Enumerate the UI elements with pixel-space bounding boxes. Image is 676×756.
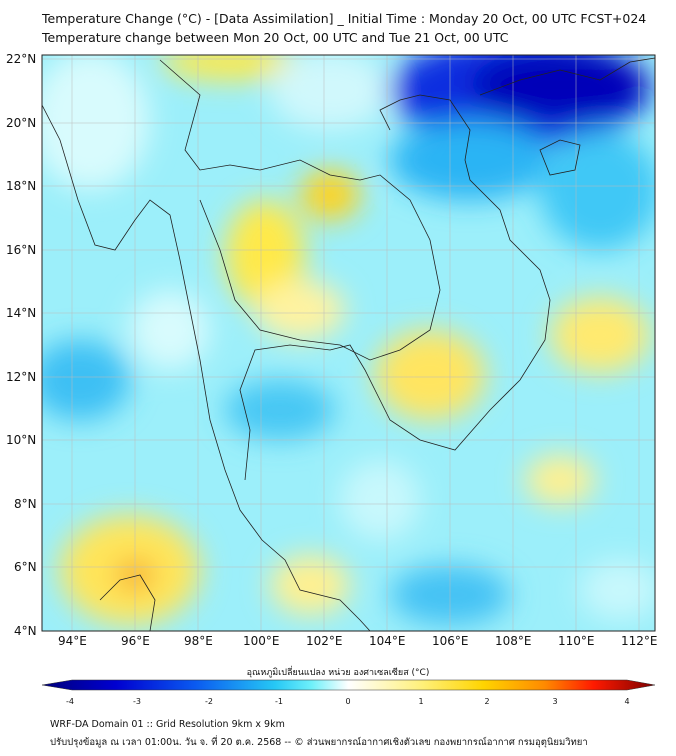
lon-label: 94°E	[58, 634, 87, 648]
colorbar-tick: -2	[205, 697, 213, 706]
temperature-field	[42, 55, 655, 631]
lat-label: 8°N	[14, 497, 37, 511]
colorbar-tick: -4	[66, 697, 74, 706]
gridlines	[42, 55, 655, 631]
lon-label: 100°E	[243, 634, 280, 648]
lat-label: 16°N	[6, 243, 37, 257]
lon-label: 110°E	[558, 634, 595, 648]
lat-label: 22°N	[6, 52, 37, 66]
colorbar-tick: 2	[484, 697, 490, 706]
lat-label: 12°N	[6, 370, 37, 384]
lon-label: 98°E	[184, 634, 213, 648]
map-frame	[41, 54, 656, 632]
colorbar-label: อุณหภูมิเปลี่ยนแปลง หน่วย องศาเซลเซียส (…	[246, 668, 430, 678]
lat-label: 10°N	[6, 433, 37, 447]
lon-label: 108°E	[495, 634, 532, 648]
lon-label: 96°E	[121, 634, 150, 648]
colorbar	[41, 679, 656, 691]
lon-label: 104°E	[369, 634, 406, 648]
coastlines	[42, 57, 655, 631]
lon-label: 112°E	[621, 634, 658, 648]
lat-label: 6°N	[14, 560, 37, 574]
chart-subtitle: Temperature change between Mon 20 Oct, 0…	[42, 30, 509, 45]
lat-label: 14°N	[6, 306, 37, 320]
colorbar-tick: 1	[418, 697, 424, 706]
lon-label: 106°E	[432, 634, 469, 648]
colorbar-tick: 4	[624, 697, 630, 706]
footer-model-info: WRF-DA Domain 01 :: Grid Resolution 9km …	[50, 719, 285, 730]
chart-title: Temperature Change (°C) - [Data Assimila…	[42, 11, 647, 26]
colorbar-tick: 0	[345, 697, 351, 706]
lon-label: 102°E	[306, 634, 343, 648]
footer-update-info: ปรับปรุงข้อมูล ณ เวลา 01:00น. วัน จ. ที่…	[50, 737, 588, 748]
lat-label: 18°N	[6, 179, 37, 193]
colorbar-tick: 3	[552, 697, 558, 706]
colorbar-tick: -1	[275, 697, 283, 706]
lat-label: 4°N	[14, 624, 37, 638]
colorbar-tick: -3	[133, 697, 141, 706]
lat-label: 20°N	[6, 116, 37, 130]
